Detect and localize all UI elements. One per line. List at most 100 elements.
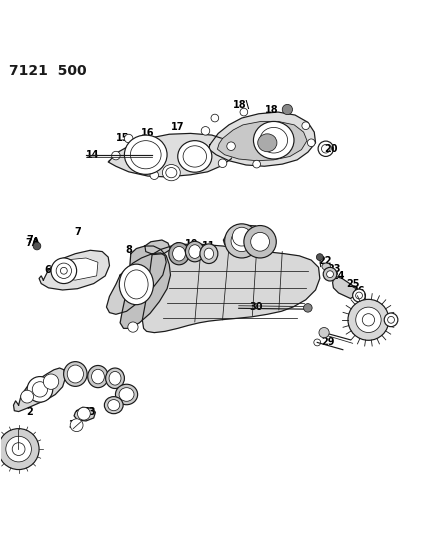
Text: 8: 8 [125,245,132,255]
Polygon shape [55,258,98,280]
Text: 18: 18 [265,104,278,115]
Text: 17: 17 [171,122,184,132]
Circle shape [112,151,120,160]
Text: 1: 1 [14,446,20,456]
Ellipse shape [204,248,214,259]
Circle shape [6,437,31,462]
Ellipse shape [67,365,83,383]
Text: 7: 7 [74,228,81,237]
Ellipse shape [125,135,167,174]
Text: 34: 34 [68,420,82,430]
Ellipse shape [64,361,87,386]
Circle shape [244,225,276,258]
Text: 2: 2 [27,407,33,417]
Circle shape [348,300,389,340]
Text: 4: 4 [96,372,103,382]
Text: 10: 10 [185,239,199,249]
Text: 23: 23 [327,264,341,273]
Circle shape [201,126,210,135]
Ellipse shape [253,122,294,159]
Text: 14: 14 [86,150,99,160]
Circle shape [70,419,83,432]
Ellipse shape [172,246,185,261]
Polygon shape [74,407,95,421]
Polygon shape [145,240,170,255]
Ellipse shape [88,366,108,387]
Circle shape [128,322,138,332]
Circle shape [319,327,329,338]
Circle shape [211,114,219,122]
Text: 30: 30 [249,302,262,312]
Ellipse shape [109,372,121,385]
Circle shape [21,390,33,403]
Circle shape [240,108,248,116]
Text: 26: 26 [351,286,365,296]
Ellipse shape [178,141,212,172]
Circle shape [384,313,398,327]
Circle shape [27,377,53,402]
Ellipse shape [116,384,138,405]
Text: 20: 20 [324,144,338,154]
Circle shape [327,271,333,278]
Ellipse shape [92,369,104,384]
Circle shape [43,374,59,390]
Circle shape [356,307,381,333]
Polygon shape [14,368,65,411]
Polygon shape [223,225,262,247]
Text: 6: 6 [44,265,51,275]
Ellipse shape [108,400,120,411]
Text: 15: 15 [116,133,129,143]
Polygon shape [333,276,357,298]
Polygon shape [107,253,166,314]
Text: 18\: 18\ [233,100,250,110]
Circle shape [77,407,90,420]
Text: 16: 16 [141,128,155,139]
Circle shape [0,429,39,470]
Polygon shape [120,246,170,328]
Text: 7A: 7A [26,238,40,248]
Polygon shape [143,244,320,333]
Ellipse shape [119,387,134,401]
Ellipse shape [185,241,204,262]
Circle shape [150,171,158,180]
Polygon shape [39,251,110,290]
Polygon shape [108,133,235,177]
Polygon shape [217,122,307,161]
Ellipse shape [104,397,123,414]
Text: 11: 11 [202,241,216,251]
Circle shape [231,230,253,252]
Circle shape [307,139,315,147]
Circle shape [323,268,337,281]
Text: 32: 32 [110,399,124,409]
Text: 5: 5 [113,373,120,383]
Text: 28: 28 [351,326,365,336]
Ellipse shape [106,368,125,389]
Text: 31: 31 [124,389,137,399]
Circle shape [51,258,77,284]
Circle shape [227,142,235,150]
Circle shape [302,122,309,130]
Text: 27: 27 [366,315,380,325]
Text: 9: 9 [174,243,181,252]
Ellipse shape [258,134,277,152]
Text: 7121  500: 7121 500 [9,64,87,78]
Ellipse shape [119,264,153,305]
Circle shape [251,232,270,251]
Text: 3: 3 [72,369,79,379]
Text: 7ᴀ: 7ᴀ [26,235,39,245]
Circle shape [303,304,312,312]
Text: 13: 13 [253,231,267,241]
Circle shape [253,160,261,168]
Circle shape [316,254,323,261]
Text: 25: 25 [346,279,360,288]
Circle shape [232,227,251,246]
Circle shape [282,104,292,115]
Circle shape [225,224,259,258]
Ellipse shape [200,244,218,263]
Circle shape [353,289,366,302]
Ellipse shape [322,263,330,270]
Ellipse shape [169,243,189,265]
Circle shape [125,134,133,143]
Ellipse shape [162,165,180,181]
Text: 12: 12 [235,231,249,241]
